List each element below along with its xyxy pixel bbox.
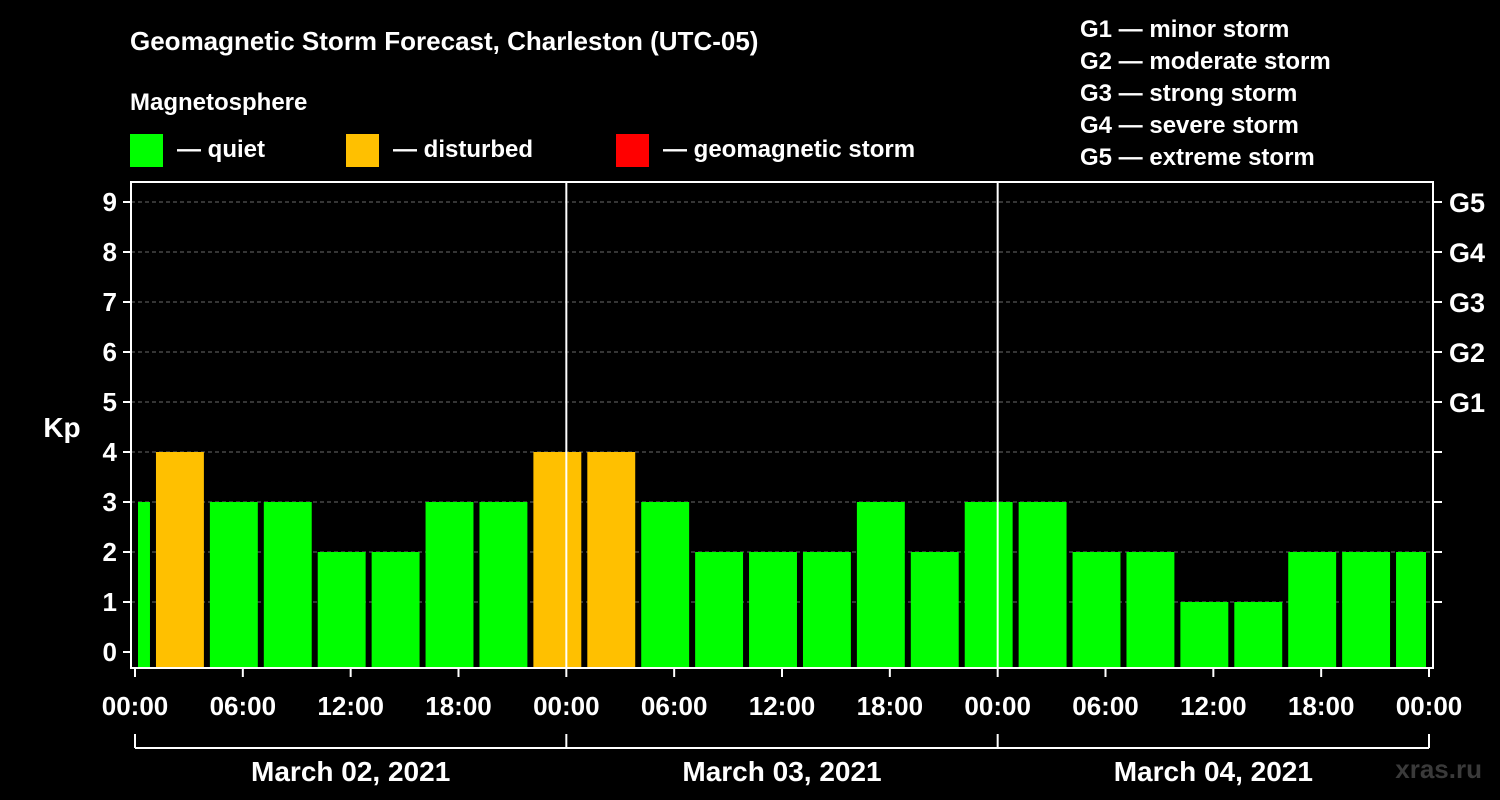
bars [138,452,1426,668]
chart-title: Geomagnetic Storm Forecast, Charleston (… [130,26,758,56]
bar-4 [317,552,366,668]
storm-level-label-g4: G4 [1449,238,1485,268]
gridlines [131,201,1433,603]
y-ticks: 0 1 2 3 4 5 6 7 8 9 [103,187,131,667]
legend-title: Magnetosphere [130,89,307,116]
storm-level-label-g2: G2 [1449,338,1485,368]
x-tick-label-11: 18:00 [1288,691,1355,721]
bar-6 [425,502,474,668]
x-tick-label-5: 06:00 [641,691,708,721]
storm-scale-g4: G4 — severe storm [1080,112,1299,139]
x-tick-label-12: 00:00 [1396,691,1463,721]
x-tick-label-9: 06:00 [1072,691,1139,721]
day-label-2: March 04, 2021 [1114,756,1313,787]
legend-label-quiet: — quiet [177,136,265,163]
storm-level-label-g1: G1 [1449,388,1485,418]
day-label-1: March 03, 2021 [682,756,881,787]
storm-scale-g3: G3 — strong storm [1080,80,1297,107]
bar-12 [749,552,797,668]
y-tick-label-4: 4 [103,437,118,467]
bar-9 [587,452,636,668]
bar-2 [209,502,258,668]
bar-20 [1180,602,1229,668]
x-tick-label-8: 00:00 [964,691,1031,721]
bar-3 [263,502,312,668]
legend-swatch-disturbed [346,134,379,167]
bar-8 [533,452,582,668]
storm-scale-g1: G1 — minor storm [1080,16,1289,43]
x-tick-label-4: 00:00 [533,691,600,721]
bar-13 [802,552,851,668]
bar-22 [1288,552,1337,668]
bar-1 [155,452,204,668]
storm-scale-g2: G2 — moderate storm [1080,48,1331,75]
y-axis-label: Kp [43,412,80,443]
bar-17 [1018,502,1067,668]
y-tick-label-7: 7 [103,287,117,317]
bar-14 [856,502,905,668]
bar-19 [1126,552,1175,668]
bar-11 [695,552,744,668]
x-tick-label-3: 18:00 [425,691,492,721]
y-tick-label-2: 2 [103,537,117,567]
y-tick-label-3: 3 [103,487,117,517]
legend-label-storm: — geomagnetic storm [663,136,915,163]
x-tick-label-10: 12:00 [1180,691,1247,721]
y-tick-label-1: 1 [103,587,117,617]
day-labels: March 02, 2021 March 03, 2021 March 04, 20… [134,734,1430,787]
x-tick-label-0: 00:00 [102,691,169,721]
storm-scale-g5: G5 — extreme storm [1080,144,1315,171]
storm-level-label-g5: G5 [1449,188,1485,218]
y-tick-label-5: 5 [103,387,117,417]
legend-swatch-quiet [130,134,163,167]
y-tick-label-8: 8 [103,237,117,267]
legend-swatch-storm [616,134,649,167]
legend-label-disturbed: — disturbed [393,136,533,163]
bar-18 [1072,552,1121,668]
day-label-0: March 02, 2021 [251,756,450,787]
bar-23 [1342,552,1391,668]
storm-level-label-g3: G3 [1449,288,1485,318]
bar-0 [138,502,150,668]
watermark: xras.ru [1395,754,1482,784]
x-tick-label-1: 06:00 [210,691,277,721]
y-tick-label-0: 0 [103,637,117,667]
y-tick-label-6: 6 [103,337,117,367]
bar-21 [1234,602,1283,668]
bar-7 [479,502,528,668]
bar-10 [641,502,690,668]
bar-15 [910,552,959,668]
bar-24 [1396,552,1426,668]
bar-16 [964,502,1013,668]
bar-5 [371,552,420,668]
x-ticks: 00:00 06:00 12:00 18:00 00:00 06:00 12:00 18:00… [102,668,1463,721]
storm-level-ticks: G1 G2 G3 G4 G5 [1433,188,1485,603]
x-tick-label-7: 18:00 [857,691,924,721]
x-tick-label-6: 12:00 [749,691,816,721]
x-tick-label-2: 12:00 [317,691,384,721]
y-tick-label-9: 9 [103,187,117,217]
